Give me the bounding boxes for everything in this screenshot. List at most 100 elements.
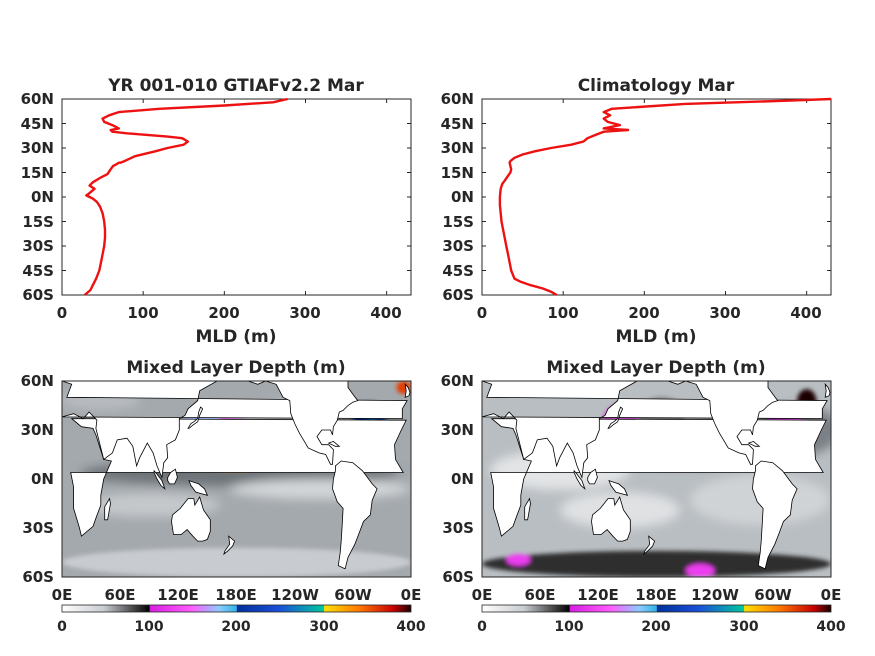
y-tick-label: 60S	[442, 286, 474, 304]
y-tick-label: 15S	[442, 213, 474, 231]
y-tick-label: 0N	[31, 188, 54, 206]
land-borneo	[167, 468, 178, 485]
x-tick-label: 180E	[635, 586, 677, 604]
mld-feature	[506, 554, 531, 566]
land-sumatra	[573, 469, 586, 491]
colorbar-tick-label: 100	[554, 619, 583, 635]
land-newzealand	[223, 535, 236, 556]
y-tick-label: 30N	[441, 421, 474, 439]
x-tick-label: 60E	[524, 586, 555, 604]
land-sumatra	[153, 469, 166, 491]
x-axis-label: MLD (m)	[195, 327, 276, 347]
x-tick-label: 0	[477, 304, 487, 322]
colorbar-tick-label: 300	[729, 619, 758, 635]
land-south-america	[332, 460, 378, 570]
land-britain	[824, 383, 831, 398]
y-tick-labels: 60N 45N 30N 15N 0N 15S 30S 45S 60S	[21, 90, 54, 304]
colorbar-strip	[481, 604, 832, 613]
land-japan	[187, 406, 204, 429]
land-madagascar	[524, 497, 531, 521]
panel-title: Mixed Layer Depth (m)	[126, 358, 345, 378]
y-tick-label: 30N	[21, 139, 54, 157]
colorbar-tick-label: 200	[221, 619, 250, 635]
colorbar-tick-label: 100	[134, 619, 163, 635]
x-tick-label: 60E	[104, 586, 135, 604]
x-tick-label: 0E	[52, 586, 73, 604]
colorbar-tick-label: 300	[309, 619, 338, 635]
colorbar: 0 100 200 300 400	[57, 604, 426, 635]
colorbar: 0 100 200 300 400	[477, 604, 846, 635]
x-tick-label: 0	[57, 304, 67, 322]
colorbar-tick-label: 400	[816, 619, 845, 635]
mld-profile-line	[498, 97, 832, 297]
map-field	[62, 381, 411, 577]
x-tick-label: 300	[289, 304, 320, 322]
colorbar-tick-label: 0	[57, 619, 67, 635]
land-madagascar	[104, 497, 111, 521]
y-tick-label: 45S	[442, 262, 474, 280]
mld-feature	[685, 563, 715, 577]
x-tick-label: 0E	[401, 586, 422, 604]
land-japan	[607, 406, 624, 429]
land-cuba	[747, 440, 761, 447]
x-tick-label: 120W	[691, 586, 739, 604]
y-tick-label: 60N	[21, 372, 54, 390]
land-borneo	[587, 468, 598, 485]
y-tick-label: 45N	[21, 115, 54, 133]
y-tick-labels: 60N 30N 0N 30S 60S	[441, 372, 474, 586]
map-frame	[61, 380, 412, 578]
x-tick-label: 300	[709, 304, 740, 322]
panel-title: Mixed Layer Depth (m)	[546, 358, 765, 378]
y-tick-labels: 60N 45N 30N 15N 0N 15S 30S 45S 60S	[441, 90, 474, 304]
mld-feature	[62, 547, 411, 577]
y-tick-label: 0N	[451, 470, 474, 488]
x-tick-label: 60W	[334, 586, 372, 604]
x-tick-label: 0E	[472, 586, 493, 604]
mld-profile-line	[83, 97, 288, 296]
profile-panel-model: YR 001-010 GTIAFv2.2 Mar 60N 45N 30N 15N…	[21, 76, 412, 347]
y-tick-label: 30N	[21, 421, 54, 439]
land-britain	[404, 383, 411, 398]
y-tick-label: 45S	[22, 262, 54, 280]
land-australia	[171, 496, 211, 542]
x-tick-label: 100	[547, 304, 578, 322]
y-tick-label: 60N	[441, 90, 474, 108]
x-tick-label: 120W	[271, 586, 319, 604]
map-panel-climatology: Mixed Layer Depth (m) 60N 30N 0N 30S 60S…	[441, 358, 846, 635]
land-newzealand	[643, 535, 656, 556]
land-masses	[482, 381, 831, 570]
x-tick-label: 200	[628, 304, 659, 322]
map-field	[482, 381, 831, 577]
plot-area	[481, 98, 832, 296]
y-tick-label: 15N	[21, 164, 54, 182]
land-australia	[591, 496, 631, 542]
map-frame	[481, 380, 832, 578]
land-greenland	[356, 381, 372, 382]
land-newguinea	[188, 479, 209, 496]
y-tick-label: 60N	[441, 372, 474, 390]
land-cuba	[327, 440, 341, 447]
colorbar-tick-label: 400	[396, 619, 425, 635]
x-tick-label: 60W	[754, 586, 792, 604]
x-tick-label: 400	[790, 304, 821, 322]
land-newguinea	[608, 479, 629, 496]
y-tick-label: 60S	[442, 568, 474, 586]
colorbar-strip	[61, 604, 412, 613]
x-tick-label: 100	[127, 304, 158, 322]
x-tick-label: 0E	[821, 586, 842, 604]
y-tick-label: 30S	[22, 519, 54, 537]
y-tick-label: 30S	[442, 237, 474, 255]
x-tick-labels: 0E 60E 120E 180E 120W 60W 0E	[52, 586, 422, 604]
tick-marks	[61, 98, 411, 296]
x-tick-labels: 0 100 200 300 400	[477, 304, 822, 322]
y-tick-label: 0N	[31, 470, 54, 488]
land-south-america	[752, 460, 798, 570]
y-tick-label: 30S	[442, 519, 474, 537]
x-tick-labels: 0E 60E 120E 180E 120W 60W 0E	[472, 586, 842, 604]
x-tick-labels: 0 100 200 300 400	[57, 304, 402, 322]
colorbar-tick-label: 200	[641, 619, 670, 635]
map-panel-model: Mixed Layer Depth (m) 60N 30N 0N 30S 60S…	[21, 358, 426, 635]
land-greenland	[776, 381, 792, 382]
x-axis-label: MLD (m)	[615, 327, 696, 347]
y-tick-label: 60S	[22, 286, 54, 304]
